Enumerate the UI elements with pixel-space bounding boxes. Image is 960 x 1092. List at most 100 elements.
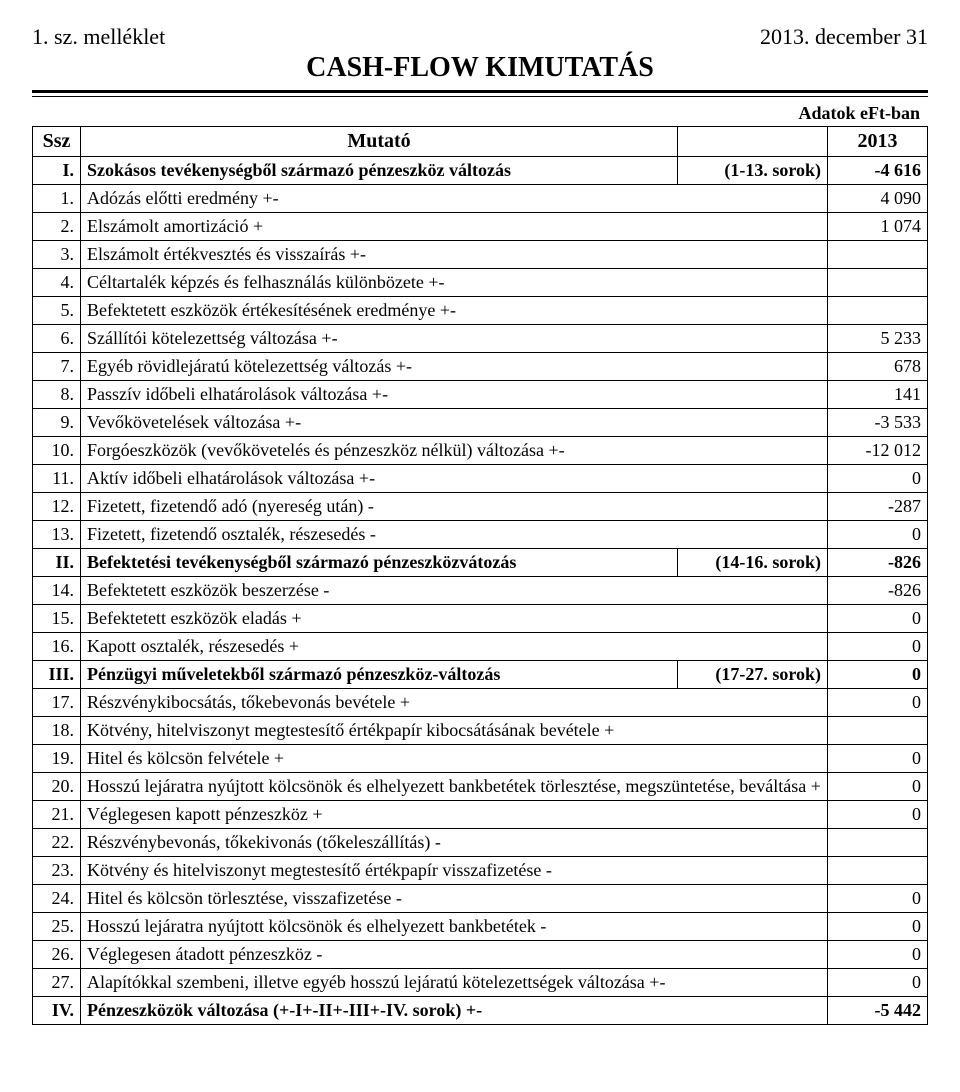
table-row: 14.Befektetett eszközök beszerzése --826: [33, 577, 928, 605]
table-row: 20.Hosszú lejáratra nyújtott kölcsönök é…: [33, 773, 928, 801]
row-label: Céltartalék képzés és felhasználás külön…: [81, 269, 828, 297]
row-label: Befektetett eszközök eladás +: [81, 605, 828, 633]
row-label: Vevőkövetelések változása +-: [81, 409, 828, 437]
row-number: 2.: [33, 213, 81, 241]
row-label: Pénzügyi műveletekből származó pénzeszkö…: [81, 661, 678, 689]
col-spacer: [678, 127, 828, 157]
row-value: 0: [828, 773, 928, 801]
row-number: 25.: [33, 913, 81, 941]
table-row: 25.Hosszú lejáratra nyújtott kölcsönök é…: [33, 913, 928, 941]
table-row: 7.Egyéb rövidlejáratú kötelezettség vált…: [33, 353, 928, 381]
table-row: II.Befektetési tevékenységből származó p…: [33, 549, 928, 577]
row-number: 6.: [33, 325, 81, 353]
row-label: Szokásos tevékenységből származó pénzesz…: [81, 157, 678, 185]
table-row: 16.Kapott osztalék, részesedés +0: [33, 633, 928, 661]
col-label: Mutató: [81, 127, 678, 157]
table-row: 22.Részvénybevonás, tőkekivonás (tőkeles…: [33, 829, 928, 857]
row-value: [828, 269, 928, 297]
row-number: 21.: [33, 801, 81, 829]
row-label: Befektetési tevékenységből származó pénz…: [81, 549, 678, 577]
row-value: -826: [828, 549, 928, 577]
row-label: Hosszú lejáratra nyújtott kölcsönök és e…: [81, 913, 828, 941]
row-value: [828, 829, 928, 857]
row-label: Véglegesen kapott pénzeszköz +: [81, 801, 828, 829]
page-header: 1. sz. melléklet 2013. december 31: [32, 24, 928, 50]
row-number: 24.: [33, 885, 81, 913]
row-number: 14.: [33, 577, 81, 605]
row-label: Aktív időbeli elhatárolások változása +-: [81, 465, 828, 493]
row-label: Passzív időbeli elhatárolások változása …: [81, 381, 828, 409]
row-number: 26.: [33, 941, 81, 969]
table-row: 15.Befektetett eszközök eladás +0: [33, 605, 928, 633]
table-row: 10.Forgóeszközök (vevőkövetelés és pénze…: [33, 437, 928, 465]
row-value: [828, 717, 928, 745]
row-value: 0: [828, 745, 928, 773]
table-row: 3.Elszámolt értékvesztés és visszaírás +…: [33, 241, 928, 269]
row-value: 0: [828, 913, 928, 941]
table-row: 1.Adózás előtti eredmény +-4 090: [33, 185, 928, 213]
cashflow-table: Ssz Mutató 2013 I.Szokásos tevékenységbő…: [32, 126, 928, 1025]
row-range: (1-13. sorok): [678, 157, 828, 185]
table-row: 4.Céltartalék képzés és felhasználás kül…: [33, 269, 928, 297]
table-row: 5.Befektetett eszközök értékesítésének e…: [33, 297, 928, 325]
row-label: Fizetett, fizetendő adó (nyereség után) …: [81, 493, 828, 521]
row-range: (14-16. sorok): [678, 549, 828, 577]
row-number: 20.: [33, 773, 81, 801]
table-row: 12.Fizetett, fizetendő adó (nyereség utá…: [33, 493, 928, 521]
row-value: [828, 241, 928, 269]
row-value: -4 616: [828, 157, 928, 185]
row-value: 0: [828, 885, 928, 913]
table-row: 19.Hitel és kölcsön felvétele +0: [33, 745, 928, 773]
row-range: (17-27. sorok): [678, 661, 828, 689]
page-title: CASH-FLOW KIMUTATÁS: [32, 52, 928, 84]
row-value: [828, 297, 928, 325]
row-number: 8.: [33, 381, 81, 409]
table-row: 8.Passzív időbeli elhatárolások változás…: [33, 381, 928, 409]
row-number: 12.: [33, 493, 81, 521]
table-row: 6.Szállítói kötelezettség változása +-5 …: [33, 325, 928, 353]
table-row: 2.Elszámolt amortizáció +1 074: [33, 213, 928, 241]
row-number: 4.: [33, 269, 81, 297]
table-row: III.Pénzügyi műveletekből származó pénze…: [33, 661, 928, 689]
row-value: 0: [828, 689, 928, 717]
table-row: 17.Részvénykibocsátás, tőkebevonás bevét…: [33, 689, 928, 717]
row-value: 0: [828, 605, 928, 633]
row-number: 22.: [33, 829, 81, 857]
row-value: 0: [828, 941, 928, 969]
row-number: II.: [33, 549, 81, 577]
units-label: Adatok eFt-ban: [32, 103, 920, 124]
row-label: Egyéb rövidlejáratú kötelezettség változ…: [81, 353, 828, 381]
row-number: 18.: [33, 717, 81, 745]
row-value: 0: [828, 801, 928, 829]
table-header-row: Ssz Mutató 2013: [33, 127, 928, 157]
row-label: Befektetett eszközök értékesítésének ere…: [81, 297, 828, 325]
row-number: 5.: [33, 297, 81, 325]
row-label: Véglegesen átadott pénzeszköz -: [81, 941, 828, 969]
row-number: 19.: [33, 745, 81, 773]
row-number: 13.: [33, 521, 81, 549]
row-value: 4 090: [828, 185, 928, 213]
row-label: Elszámolt amortizáció +: [81, 213, 828, 241]
row-value: 678: [828, 353, 928, 381]
header-right: 2013. december 31: [760, 24, 928, 50]
row-value: 0: [828, 969, 928, 997]
table-row: 9.Vevőkövetelések változása +--3 533: [33, 409, 928, 437]
row-value: -3 533: [828, 409, 928, 437]
col-ssz: Ssz: [33, 127, 81, 157]
row-label: Részvénykibocsátás, tőkebevonás bevétele…: [81, 689, 828, 717]
table-row: 13.Fizetett, fizetendő osztalék, részese…: [33, 521, 928, 549]
row-label: Pénzeszközök változása (+-I+-II+-III+-IV…: [81, 997, 828, 1025]
row-value: -287: [828, 493, 928, 521]
row-label: Kötvény, hitelviszonyt megtestesítő érté…: [81, 717, 828, 745]
row-value: 0: [828, 633, 928, 661]
row-value: 141: [828, 381, 928, 409]
row-label: Hosszú lejáratra nyújtott kölcsönök és e…: [81, 773, 828, 801]
row-number: 10.: [33, 437, 81, 465]
row-label: Kötvény és hitelviszonyt megtestesítő ér…: [81, 857, 828, 885]
row-value: -826: [828, 577, 928, 605]
row-number: III.: [33, 661, 81, 689]
row-number: 1.: [33, 185, 81, 213]
row-label: Alapítókkal szembeni, illetve egyéb hoss…: [81, 969, 828, 997]
table-row: 27.Alapítókkal szembeni, illetve egyéb h…: [33, 969, 928, 997]
table-row: 26.Véglegesen átadott pénzeszköz -0: [33, 941, 928, 969]
